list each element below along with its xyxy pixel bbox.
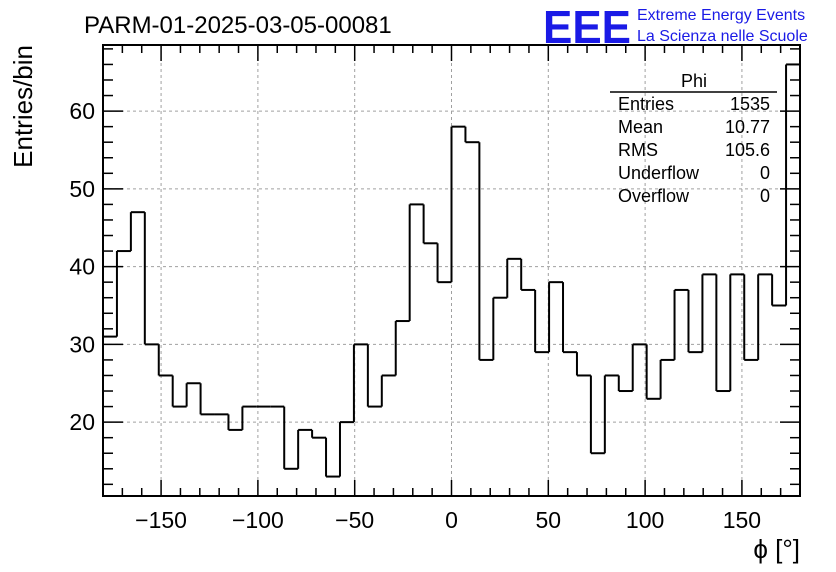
stats-title: Phi [681, 71, 707, 91]
histogram-bin [506, 257, 522, 298]
histogram-bin [297, 428, 313, 469]
x-tick-label: 50 [536, 507, 562, 533]
histogram-bin [171, 375, 187, 408]
y-tick-labels: 20 30 40 50 60 [69, 98, 95, 435]
histogram-bin [548, 281, 564, 353]
histogram-bin [185, 382, 201, 407]
x-tick-label: 150 [723, 507, 761, 533]
stats-row-value: 0 [760, 163, 770, 183]
histogram-bin [645, 344, 661, 400]
y-tick-label: 20 [69, 409, 95, 435]
chart-title: PARM-01-2025-03-05-00081 [84, 12, 392, 39]
stats-rows: Entries 1535 Mean 10.77 RMS 105.6 Underflow 0 Ov… [618, 94, 770, 206]
histogram-bin [450, 125, 466, 283]
x-tick-label: 100 [626, 507, 664, 533]
x-tick-label: 0 [445, 507, 458, 533]
histogram-bin [785, 63, 801, 496]
stats-row-value: 0 [760, 186, 770, 206]
histogram-bin [534, 289, 550, 354]
x-axis-title: ϕ [°] [753, 534, 800, 564]
x-tick-labels: −150 −100 −50 0 50 100 150 [135, 507, 761, 533]
stats-row-value: 105.6 [725, 140, 770, 160]
stats-row-label: RMS [618, 140, 658, 160]
eee-logo: EEE Extreme Energy Events La Scienza nel… [543, 1, 808, 53]
histogram-bin [464, 126, 480, 144]
histogram-bin [603, 374, 619, 454]
histogram-bin [701, 273, 717, 353]
axis-ticks [102, 45, 801, 496]
histogram-bin [241, 405, 257, 430]
histogram-bin [771, 274, 787, 307]
histogram-bin [520, 258, 536, 291]
histogram-bin [492, 296, 508, 360]
histogram-bin [687, 289, 703, 354]
histogram-bin [422, 204, 438, 245]
histogram-bin [157, 344, 173, 377]
histogram-bin [757, 273, 773, 360]
histogram-bin [311, 429, 327, 439]
histogram-bin [227, 414, 243, 431]
x-tick-label: −150 [135, 507, 187, 533]
histogram-bin [575, 352, 591, 377]
histogram-bin [199, 383, 215, 416]
histogram-bin [338, 421, 354, 477]
stats-row-label: Underflow [618, 163, 700, 183]
y-tick-label: 40 [69, 254, 95, 280]
histogram-bin [394, 320, 410, 376]
histogram-bin [631, 343, 647, 392]
histogram-bin [617, 375, 633, 393]
stats-row-label: Entries [618, 94, 674, 114]
histogram-bin [589, 375, 605, 455]
histogram-bin [478, 142, 494, 361]
eee-logo-line1: Extreme Energy Events [637, 7, 805, 24]
histogram-bin [129, 211, 145, 252]
stats-box: Phi Entries 1535 Mean 10.77 RMS 105.6 Underflo… [610, 71, 777, 206]
histogram-bin [743, 274, 759, 361]
histogram-bin [115, 250, 131, 337]
histogram-bin [366, 344, 382, 408]
histogram-bin [436, 243, 452, 284]
histogram-bin [143, 212, 159, 346]
stats-row-label: Overflow [618, 186, 690, 206]
stats-row-label: Mean [618, 117, 663, 137]
histogram-bin [380, 374, 396, 407]
stats-row-value: 10.77 [725, 117, 770, 137]
y-tick-label: 30 [69, 331, 95, 357]
y-tick-label: 50 [69, 176, 95, 202]
stats-row-value: 1535 [730, 94, 770, 114]
histogram-bin [673, 288, 689, 360]
histogram-bin [715, 274, 731, 393]
histogram-bin [283, 406, 299, 470]
x-tick-label: −100 [232, 507, 284, 533]
y-axis-title: Entries/bin [8, 45, 38, 168]
histogram-bin [352, 343, 368, 423]
histogram-bin [408, 203, 424, 322]
histogram-bin [325, 437, 340, 478]
y-tick-label: 60 [69, 98, 95, 124]
histogram-bin [562, 282, 577, 354]
eee-logo-line2: La Scienza nelle Scuole [637, 28, 808, 45]
x-tick-label: −50 [335, 507, 374, 533]
histogram-bin [729, 273, 745, 392]
histogram-bin [659, 358, 675, 399]
